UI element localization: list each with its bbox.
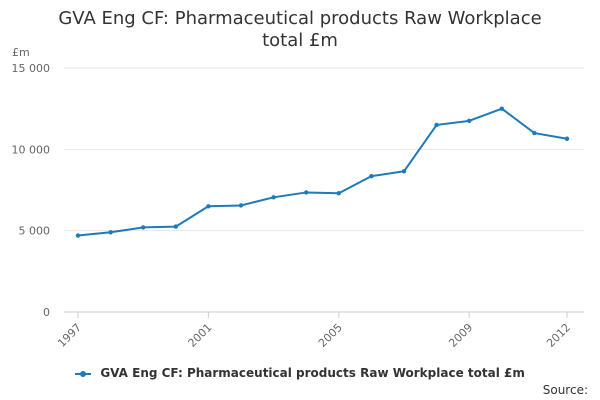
data-point[interactable] (336, 191, 341, 196)
chart-title: GVA Eng CF: Pharmaceutical products Raw … (58, 8, 542, 51)
data-point[interactable] (141, 225, 146, 230)
data-point[interactable] (401, 169, 407, 174)
legend-swatch-icon (75, 370, 92, 377)
data-point[interactable] (564, 136, 570, 141)
data-point[interactable] (532, 130, 537, 136)
data-point[interactable] (304, 190, 309, 195)
data-point[interactable] (173, 224, 178, 229)
x-tick-label: 2009 (446, 321, 475, 350)
x-tick-label: 2005 (316, 321, 345, 350)
y-axis-unit-label: £m (12, 46, 30, 59)
y-tick-label: 10 000 (12, 143, 51, 156)
legend[interactable]: GVA Eng CF: Pharmaceutical products Raw … (0, 366, 600, 380)
axes: 0 5 000 10 000 15 000 1997 2001 2005 2009 2012 (12, 62, 584, 350)
y-tick-label: 0 (43, 306, 50, 319)
series-line (77, 107, 568, 237)
gridlines (64, 67, 584, 232)
data-point[interactable] (108, 230, 113, 235)
data-point[interactable] (499, 106, 504, 111)
data-point[interactable] (434, 122, 439, 128)
y-tick-label: 15 000 (12, 62, 51, 75)
series-layer (75, 106, 570, 238)
data-point[interactable] (271, 195, 276, 200)
data-point[interactable] (238, 203, 244, 208)
x-tick-label: 2001 (186, 321, 215, 350)
y-tick-label: 5 000 (19, 225, 51, 238)
data-point[interactable] (467, 118, 472, 124)
data-point[interactable] (206, 204, 211, 209)
source-label: Source: (542, 383, 588, 397)
data-point[interactable] (75, 233, 81, 238)
data-point[interactable] (369, 173, 374, 179)
x-tick-label: 1997 (55, 321, 84, 350)
x-tick-label: 2012 (544, 321, 573, 350)
legend-label: GVA Eng CF: Pharmaceutical products Raw … (100, 366, 525, 380)
